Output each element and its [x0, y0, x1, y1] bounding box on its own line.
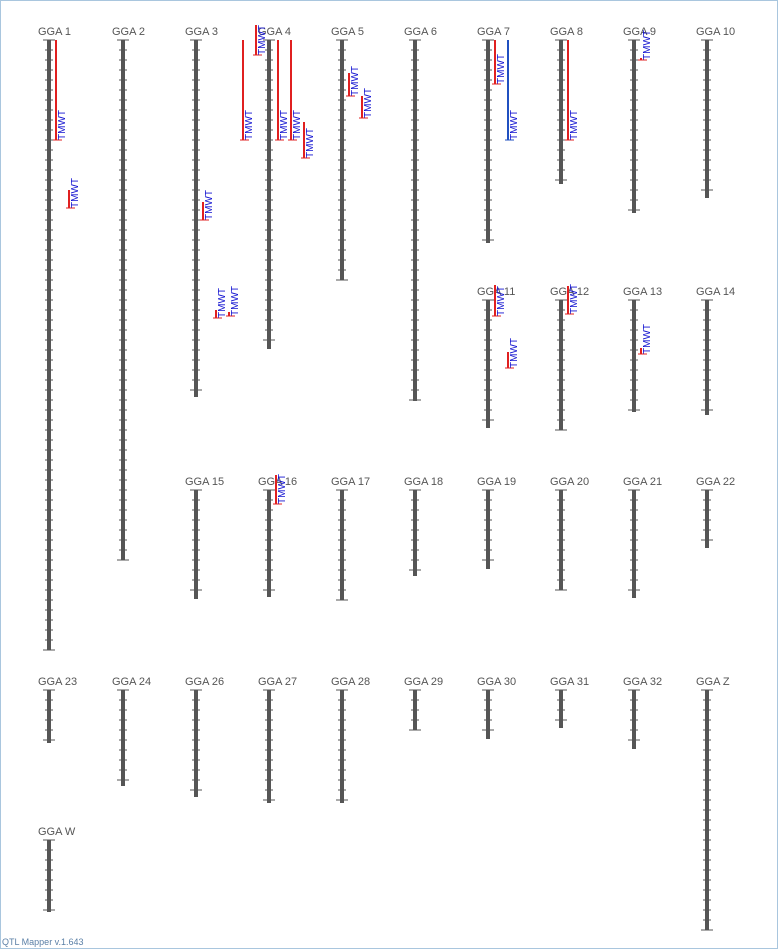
qtl-label: TMWT — [642, 324, 653, 354]
chromosome-label: GGA 9 — [623, 26, 656, 38]
qtl-label: TMWT — [496, 54, 507, 84]
chromosome-label: GGA 22 — [696, 476, 735, 488]
chromosome-label: GGA 19 — [477, 476, 516, 488]
qtl-label: TMWT — [509, 110, 520, 140]
chromosome-label: GGA 10 — [696, 26, 735, 38]
chromosome-label: GGA 11 — [477, 286, 515, 298]
qtl-label: TMWT — [305, 128, 316, 158]
chromosome-label: GGA 5 — [331, 26, 364, 38]
chromosome-label: GGA 13 — [623, 286, 662, 298]
chromosome-label: GGA 29 — [404, 676, 443, 688]
qtl-label: TMWT — [244, 110, 255, 140]
version-label: QTL Mapper v.1.643 — [2, 937, 84, 947]
chromosome-label: GGA 6 — [404, 26, 437, 38]
chromosome-label: GGA 23 — [38, 676, 77, 688]
chromosome-label: GGA 7 — [477, 26, 510, 38]
qtl-label: TMWT — [217, 288, 228, 318]
chromosome-label: GGA 32 — [623, 676, 662, 688]
chromosome-label: GGA 3 — [185, 26, 218, 38]
chromosome-label: GGA 1 — [38, 26, 71, 38]
chromosome-label: GGA W — [38, 826, 76, 838]
chromosome-label: GGA 21 — [623, 476, 662, 488]
chromosome-label: GGA 28 — [331, 676, 370, 688]
chromosome-label: GGA 8 — [550, 26, 583, 38]
chromosome-label: GGA 27 — [258, 676, 297, 688]
qtl-label: TMWT — [496, 286, 507, 316]
chromosome-label: GGA 12 — [550, 286, 589, 298]
qtl-label: TMWT — [70, 178, 81, 208]
qtl-label: TMWT — [509, 338, 520, 368]
qtl-label: TMWT — [204, 190, 215, 220]
qtl-label: TMWT — [277, 474, 288, 504]
qtl-label: TMWT — [363, 88, 374, 118]
chromosome-label: GGA 16 — [258, 476, 297, 488]
chromosome-label: GGA 4 — [258, 26, 291, 38]
qtl-label: TMWT — [350, 66, 361, 96]
chromosome-label: GGA 2 — [112, 26, 145, 38]
qtl-label: TMWT — [57, 110, 68, 140]
qtl-label: TMWT — [569, 110, 580, 140]
chromosome-label: GGA 30 — [477, 676, 516, 688]
chromosome-label: GGA 18 — [404, 476, 443, 488]
chromosome-label: GGA Z — [696, 676, 730, 688]
qtl-label: TMWT — [569, 284, 580, 314]
qtl-label: TMWT — [279, 110, 290, 140]
chromosome-label: GGA 17 — [331, 476, 370, 488]
chromosome-label: GGA 20 — [550, 476, 589, 488]
qtl-label: TMWT — [257, 25, 268, 55]
chromosome-label: GGA 15 — [185, 476, 224, 488]
chromosome-label: GGA 14 — [696, 286, 735, 298]
chromosome-label: GGA 31 — [550, 676, 589, 688]
chromosome-label: GGA 26 — [185, 676, 224, 688]
qtl-label: TMWT — [292, 110, 303, 140]
qtl-label: TMWT — [642, 30, 653, 60]
chromosome-label: GGA 24 — [112, 676, 151, 688]
qtl-label: TMWT — [230, 286, 241, 316]
